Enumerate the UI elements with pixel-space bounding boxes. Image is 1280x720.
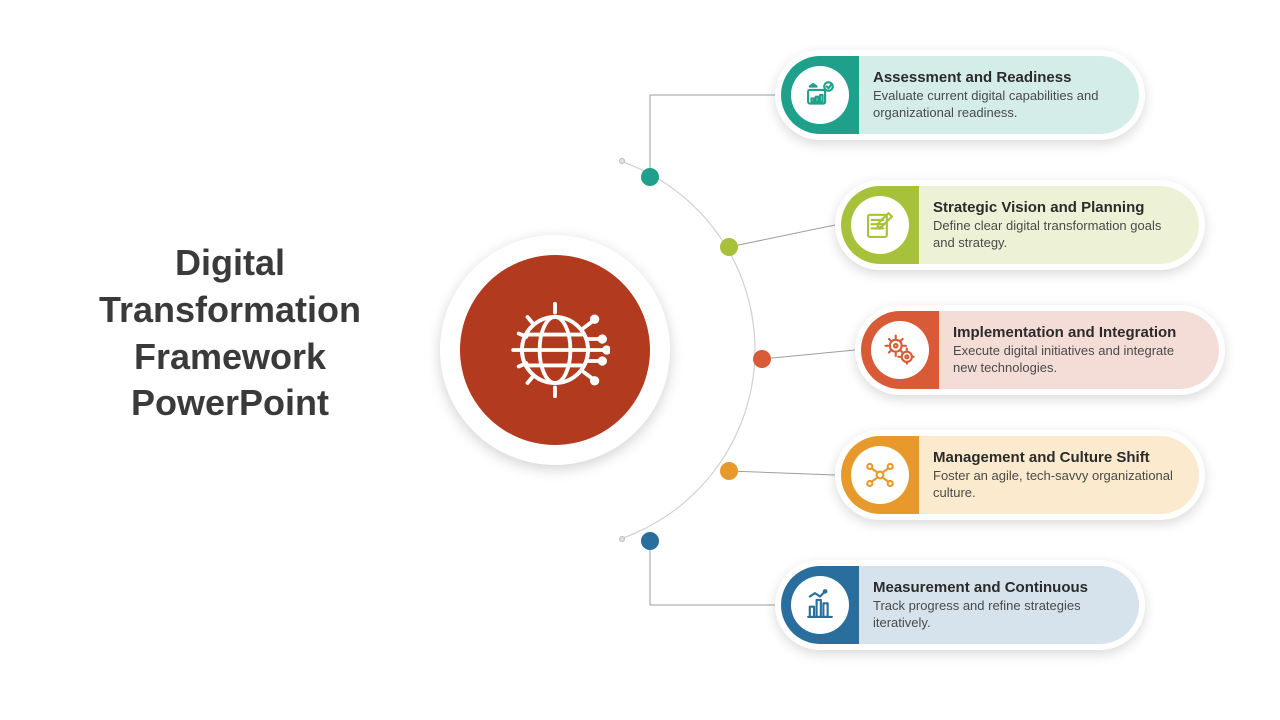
pill-title-4: Management and Culture Shift: [933, 449, 1177, 466]
strategy-icon: [851, 196, 909, 254]
pill-title-2: Strategic Vision and Planning: [933, 199, 1177, 216]
center-circle: [460, 255, 650, 445]
main-title: Digital Transformation Framework PowerPo…: [60, 240, 400, 427]
arc-dot-1: [641, 168, 659, 186]
arc-end-dot-bottom: [619, 536, 625, 542]
pill-title-3: Implementation and Integration: [953, 324, 1197, 341]
connector-4: [729, 471, 835, 475]
pill-cap-3: [861, 311, 939, 389]
globe-gear-circuit-icon: [500, 295, 610, 405]
implementation-icon: [871, 321, 929, 379]
assessment-icon: [791, 66, 849, 124]
pill-body-5: Measurement and Continuous Track progress…: [859, 566, 1139, 644]
connector-2: [729, 225, 835, 247]
pill-cap-2: [841, 186, 919, 264]
pill-4: Management and Culture Shift Foster an ag…: [835, 430, 1205, 520]
culture-icon: [851, 446, 909, 504]
arc-dot-2: [720, 238, 738, 256]
pill-desc-3: Execute digital initiatives and integrat…: [953, 343, 1197, 377]
pill-3: Implementation and Integration Execute di…: [855, 305, 1225, 395]
pill-body-1: Assessment and Readiness Evaluate current…: [859, 56, 1139, 134]
connector-5: [650, 541, 775, 605]
pill-title-1: Assessment and Readiness: [873, 69, 1117, 86]
pill-5: Measurement and Continuous Track progress…: [775, 560, 1145, 650]
pill-cap-4: [841, 436, 919, 514]
pill-desc-4: Foster an agile, tech-savvy organization…: [933, 468, 1177, 502]
pill-cap-1: [781, 56, 859, 134]
pill-1: Assessment and Readiness Evaluate current…: [775, 50, 1145, 140]
pill-2: Strategic Vision and Planning Define clea…: [835, 180, 1205, 270]
pill-desc-2: Define clear digital transformation goal…: [933, 218, 1177, 252]
pill-title-5: Measurement and Continuous: [873, 579, 1117, 596]
pill-body-4: Management and Culture Shift Foster an ag…: [919, 436, 1199, 514]
arc-dot-5: [641, 532, 659, 550]
center-circle-wrap: [440, 235, 670, 465]
pill-desc-1: Evaluate current digital capabilities an…: [873, 88, 1117, 122]
arc-dot-3: [753, 350, 771, 368]
pill-cap-5: [781, 566, 859, 644]
pill-desc-5: Track progress and refine strategies ite…: [873, 598, 1117, 632]
pill-body-3: Implementation and Integration Execute di…: [939, 311, 1219, 389]
connector-3: [762, 350, 855, 359]
pill-body-2: Strategic Vision and Planning Define clea…: [919, 186, 1199, 264]
measurement-icon: [791, 576, 849, 634]
arc-dot-4: [720, 462, 738, 480]
arc-end-dot-top: [619, 158, 625, 164]
connector-1: [650, 95, 775, 177]
